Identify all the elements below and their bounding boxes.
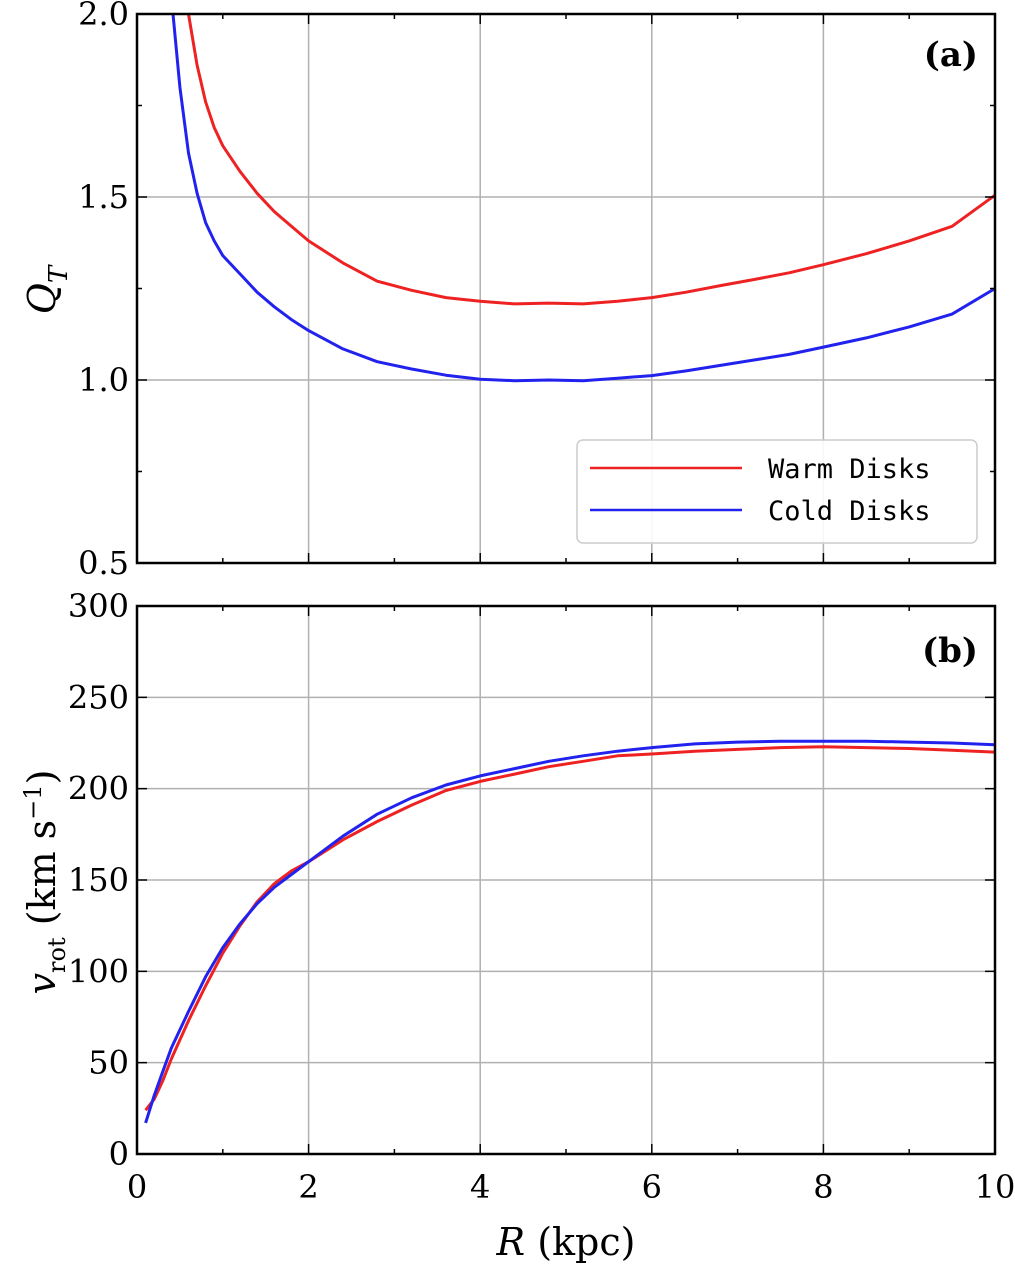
panel-a-label: (a) <box>924 35 978 75</box>
x-axis-title: R (kpc) <box>496 1220 636 1264</box>
panel-b-x-tick-labels: 0 2 4 6 8 10 <box>127 1168 1015 1206</box>
panel-b-y-axis-title: vrot (km s−1) <box>19 770 71 995</box>
panel-b-y-tick-labels: 0 50 100 150 200 250 300 <box>68 587 129 1173</box>
series-line-warm-disks <box>144 745 995 1112</box>
panel-b-ticks <box>136 605 996 1155</box>
panel-a-y-axis-title: QT <box>20 264 74 314</box>
y-tick-label: 0 <box>109 1135 129 1173</box>
y-tick-label: 0.5 <box>78 544 129 582</box>
panel-b-grid <box>137 606 995 1154</box>
y-tick-label: 1.0 <box>78 361 129 399</box>
x-tick-label: 4 <box>470 1168 490 1206</box>
panel-a-ticks <box>136 13 996 564</box>
legend-cold-label: Cold Disks <box>768 496 931 527</box>
x-tick-label: 8 <box>813 1168 833 1206</box>
y-tick-label: 200 <box>68 770 129 808</box>
x-tick-label: 2 <box>298 1168 318 1206</box>
panel-a-y-tick-labels: 0.5 1.0 1.5 2.0 <box>78 0 129 582</box>
legend: Warm Disks Cold Disks <box>576 439 978 544</box>
y-tick-label: 2.0 <box>78 0 129 33</box>
y-tick-label: 300 <box>68 587 129 625</box>
y-tick-label: 100 <box>68 952 129 990</box>
x-tick-label: 10 <box>975 1168 1015 1206</box>
series-line-cold-disks <box>171 14 995 383</box>
legend-warm-label: Warm Disks <box>768 454 931 485</box>
panel-b-label: (b) <box>922 631 978 671</box>
panel-b-series <box>144 739 995 1124</box>
panel-a-qt: 0.5 1.0 1.5 2.0 (a) QT Warm Disks Cold Disk… <box>20 0 997 582</box>
x-tick-label: 6 <box>642 1168 662 1206</box>
y-tick-label: 150 <box>68 861 129 899</box>
legend-box <box>576 439 978 544</box>
y-tick-label: 1.5 <box>78 178 129 216</box>
x-tick-label: 0 <box>127 1168 147 1206</box>
panel-b-vrot: 0 50 100 150 200 250 300 0 2 4 6 8 10 (b) vrot (km … <box>19 587 1015 1264</box>
y-tick-label: 250 <box>68 678 129 716</box>
panel-a-series <box>171 14 995 383</box>
y-tick-label: 50 <box>88 1044 129 1082</box>
series-line-cold-disks <box>144 739 995 1124</box>
series-line-warm-disks <box>187 14 995 306</box>
